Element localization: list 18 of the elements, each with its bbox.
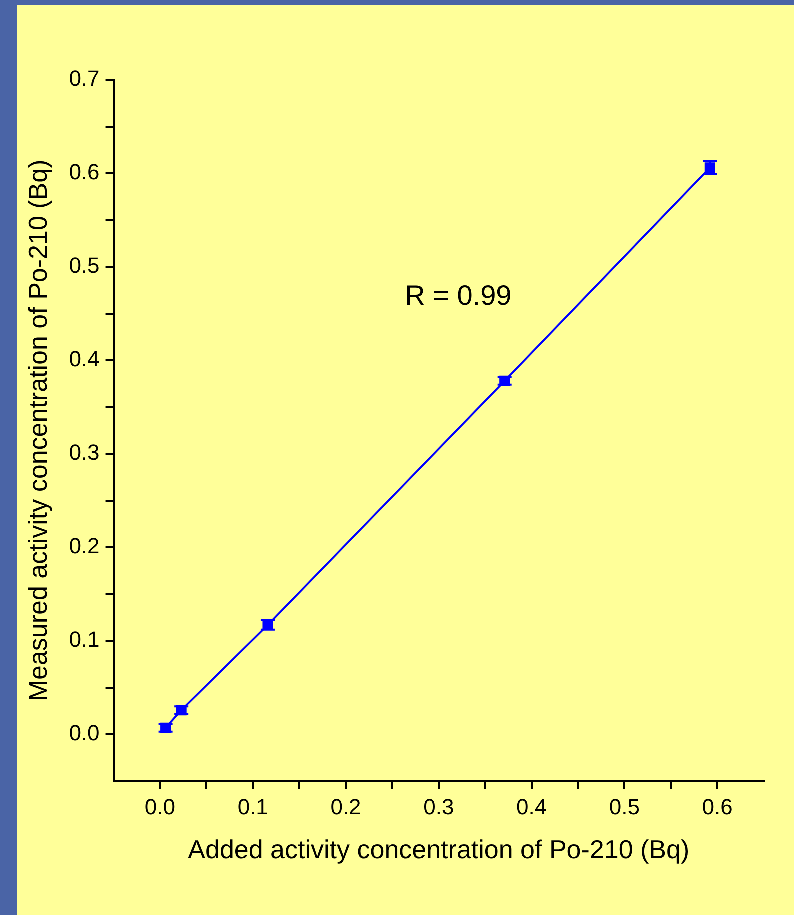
- x-tick-label: 0.5: [609, 794, 640, 820]
- x-tick-label: 0.4: [516, 794, 548, 820]
- y-tick-label: 0.4: [69, 346, 100, 372]
- x-tick-label: 0.1: [238, 794, 268, 820]
- x-axis-title: Added activity concentration of Po-210 (Bq): [188, 834, 690, 865]
- y-tick-label: 0.7: [69, 66, 100, 92]
- annotation: R = 0.99: [405, 280, 512, 312]
- y-tick-label: 0.3: [69, 440, 100, 466]
- x-tick-label: 0.6: [702, 794, 733, 820]
- x-tick-label: 0.3: [424, 794, 454, 820]
- x-tick-label: 0.0: [144, 794, 176, 820]
- y-tick-label: 0.6: [69, 160, 100, 185]
- x-tick-label: 0.2: [330, 794, 362, 820]
- y-tick-label: 0.5: [69, 253, 100, 278]
- y-tick-label: 0.0: [69, 720, 100, 746]
- y-axis-title: Measured activity concentration of Po-210 (Bq): [22, 160, 53, 702]
- y-tick-label: 0.2: [69, 534, 100, 559]
- y-tick-label: 0.1: [69, 627, 100, 652]
